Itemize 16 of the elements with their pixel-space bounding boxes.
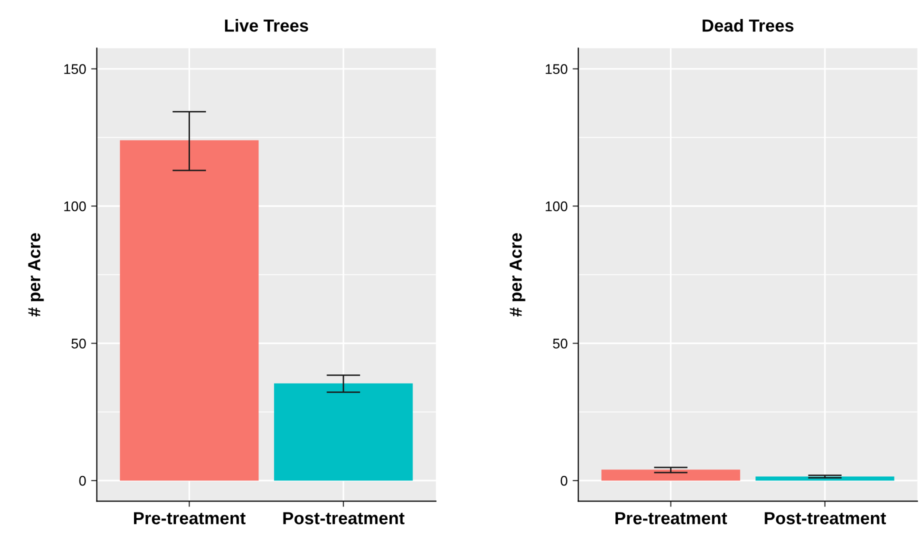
y-tick-label: 0: [560, 476, 568, 486]
y-tick-label: 0: [79, 476, 86, 486]
x-tick-label: Pre-treatment: [616, 512, 728, 524]
chart-title: Dead Trees: [702, 18, 794, 32]
x-tick-label: Post-treatment: [283, 512, 404, 524]
y-tick-label: 150: [546, 64, 568, 74]
y-axis-title: # per Acre: [510, 233, 526, 317]
y-tick-label: 150: [64, 64, 86, 74]
x-tick-label: Pre-treatment: [134, 512, 246, 524]
x-tick-label: Post-treatment: [764, 512, 886, 524]
y-tick-label: 50: [553, 338, 568, 348]
y-tick-label: 50: [72, 338, 86, 348]
chart-title: Live Trees: [225, 18, 308, 32]
y-tick-label: 100: [64, 201, 86, 212]
y-axis-title: # per Acre: [28, 233, 44, 317]
y-tick-label: 100: [546, 201, 568, 212]
